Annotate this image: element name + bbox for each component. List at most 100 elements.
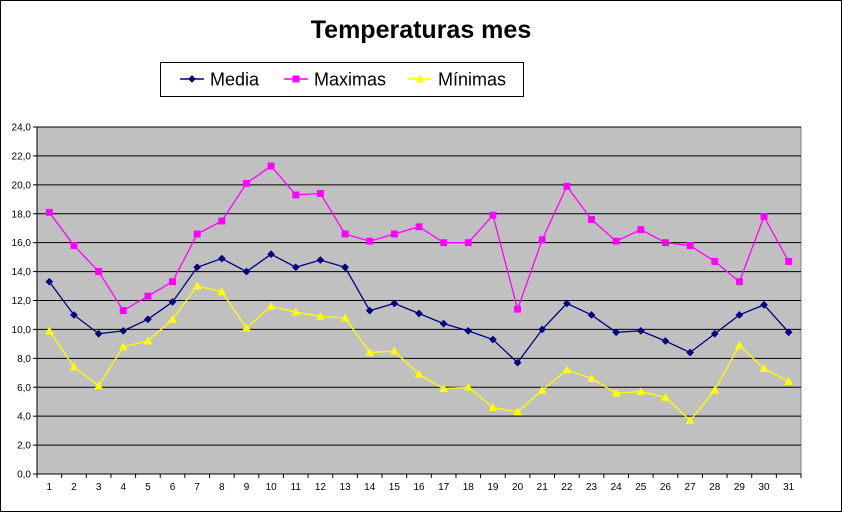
data-point-maximas (218, 217, 226, 225)
x-tick-label: 5 (145, 482, 151, 493)
x-tick-label: 2 (71, 482, 77, 493)
data-point-maximas (316, 190, 324, 197)
data-point-media (439, 319, 448, 328)
data-point-media (488, 335, 497, 344)
data-point-minimas (611, 388, 621, 397)
data-point-media (562, 299, 571, 308)
data-point-media (464, 326, 473, 335)
x-tick-label: 4 (120, 482, 126, 493)
y-tick-label: 8,0 (17, 354, 31, 365)
y-tick-label: 24,0 (12, 123, 32, 134)
y-tick-label: 14,0 (12, 267, 32, 278)
x-tick-label: 29 (734, 482, 746, 493)
x-tick-label: 28 (709, 482, 721, 493)
data-point-maximas (711, 258, 719, 265)
data-point-minimas (734, 340, 744, 349)
y-tick-label: 12,0 (12, 296, 32, 307)
data-point-maximas (390, 230, 398, 238)
x-tick-label: 1 (47, 482, 53, 493)
data-point-maximas (538, 236, 546, 244)
y-tick-label: 4,0 (17, 412, 31, 423)
legend-label-maximas: Maximas (314, 70, 386, 90)
y-tick-label: 18,0 (12, 209, 32, 220)
data-point-media (341, 263, 350, 272)
legend-label-minimas: Mínimas (438, 70, 506, 90)
data-point-maximas (193, 230, 201, 238)
x-tick-label: 10 (266, 482, 278, 493)
data-point-maximas (662, 239, 669, 247)
data-point-media (710, 329, 719, 338)
data-point-minimas (414, 369, 424, 378)
data-point-minimas (94, 381, 104, 390)
x-tick-label: 13 (340, 482, 352, 493)
data-point-maximas (760, 213, 768, 221)
x-tick-label: 6 (170, 482, 176, 493)
data-point-maximas (415, 223, 423, 231)
data-point-minimas (291, 307, 301, 316)
data-point-maximas (341, 230, 349, 238)
data-point-maximas (489, 211, 497, 219)
y-tick-label: 2,0 (17, 441, 31, 452)
data-point-media (217, 254, 226, 263)
data-point-minimas (636, 387, 646, 396)
data-point-media (612, 328, 621, 337)
data-point-maximas (563, 182, 571, 190)
data-point-media (365, 306, 374, 315)
x-tick-label: 14 (364, 482, 376, 493)
data-point-media (636, 326, 645, 335)
data-point-media (242, 267, 251, 276)
data-point-minimas (192, 281, 202, 290)
data-point-minimas (217, 287, 227, 296)
data-point-media (316, 256, 325, 264)
data-point-maximas (612, 237, 620, 245)
data-point-minimas (513, 407, 523, 416)
data-point-maximas (267, 162, 275, 170)
data-point-media (587, 311, 596, 319)
data-point-minimas (562, 365, 572, 374)
x-tick-label: 30 (758, 482, 770, 493)
data-point-media (686, 348, 695, 357)
data-point-maximas (588, 216, 595, 223)
y-tick-label: 16,0 (12, 238, 32, 249)
data-point-media (119, 326, 128, 335)
data-point-media (735, 311, 744, 319)
data-point-media (45, 277, 54, 286)
data-point-media (70, 311, 78, 319)
x-tick-label: 12 (315, 482, 327, 493)
data-point-minimas (143, 336, 153, 345)
y-tick-label: 10,0 (12, 325, 32, 336)
x-tick-label: 31 (783, 482, 795, 493)
data-point-media (513, 358, 522, 367)
legend-marker-maximas (292, 75, 300, 83)
data-point-minimas (784, 376, 794, 385)
x-tick-label: 26 (660, 482, 672, 493)
data-point-maximas (366, 237, 374, 245)
data-point-media (291, 263, 300, 272)
data-point-maximas (243, 179, 250, 187)
y-tick-label: 6,0 (17, 383, 31, 394)
data-point-minimas (389, 346, 399, 355)
data-point-maximas (169, 278, 176, 286)
y-tick-label: 0,0 (17, 470, 31, 481)
y-tick-label: 22,0 (12, 151, 32, 162)
legend-label-media: Media (210, 70, 260, 90)
x-tick-label: 19 (487, 482, 499, 493)
x-tick-label: 16 (413, 482, 425, 493)
x-tick-label: 23 (586, 482, 598, 493)
data-point-media (390, 299, 399, 308)
x-tick-label: 18 (463, 482, 475, 493)
y-tick-label: 20,0 (12, 180, 32, 191)
data-point-media (661, 337, 670, 345)
x-tick-label: 25 (635, 482, 647, 493)
data-point-minimas (439, 384, 449, 393)
data-point-media (415, 309, 423, 318)
data-point-maximas (440, 239, 448, 247)
data-point-media (784, 328, 793, 337)
data-point-maximas (686, 242, 694, 250)
data-point-minimas (242, 323, 251, 332)
x-tick-label: 9 (244, 482, 250, 493)
data-point-minimas (365, 348, 375, 356)
data-point-media (143, 315, 152, 324)
legend-marker-minimas (415, 74, 425, 83)
data-point-minimas (537, 385, 547, 394)
